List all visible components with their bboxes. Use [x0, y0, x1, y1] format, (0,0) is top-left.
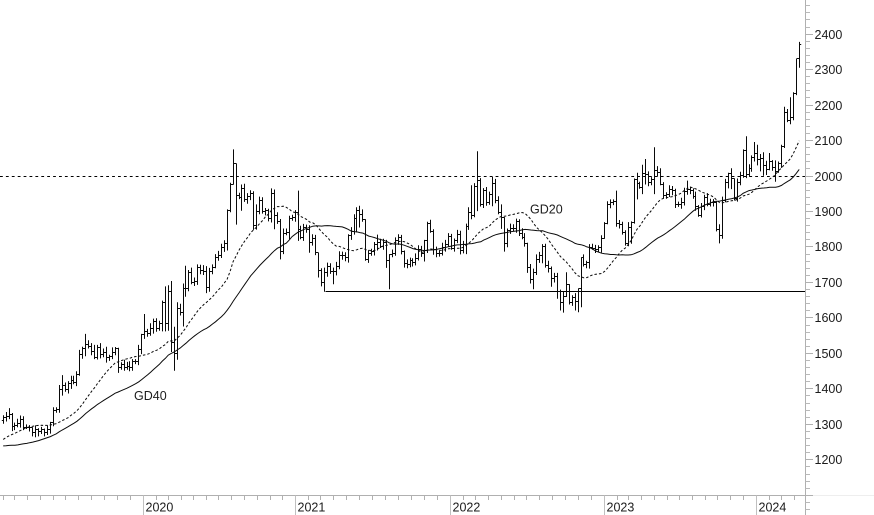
svg-text:2100: 2100	[815, 134, 843, 148]
svg-text:1300: 1300	[815, 418, 843, 432]
svg-text:1800: 1800	[815, 240, 843, 254]
svg-text:2200: 2200	[815, 99, 843, 113]
svg-text:2000: 2000	[815, 170, 843, 184]
svg-text:2022: 2022	[453, 501, 481, 515]
svg-text:2024: 2024	[759, 501, 787, 515]
svg-text:2021: 2021	[298, 501, 326, 515]
svg-text:1700: 1700	[815, 276, 843, 290]
svg-text:1400: 1400	[815, 382, 843, 396]
svg-text:GD40: GD40	[134, 389, 167, 403]
svg-text:1900: 1900	[815, 205, 843, 219]
svg-text:GD20: GD20	[530, 203, 563, 217]
svg-text:1200: 1200	[815, 453, 843, 467]
svg-text:1500: 1500	[815, 347, 843, 361]
svg-text:2023: 2023	[607, 501, 635, 515]
svg-text:1600: 1600	[815, 311, 843, 325]
svg-text:2300: 2300	[815, 63, 843, 77]
svg-text:2020: 2020	[146, 501, 174, 515]
svg-text:2400: 2400	[815, 28, 843, 42]
